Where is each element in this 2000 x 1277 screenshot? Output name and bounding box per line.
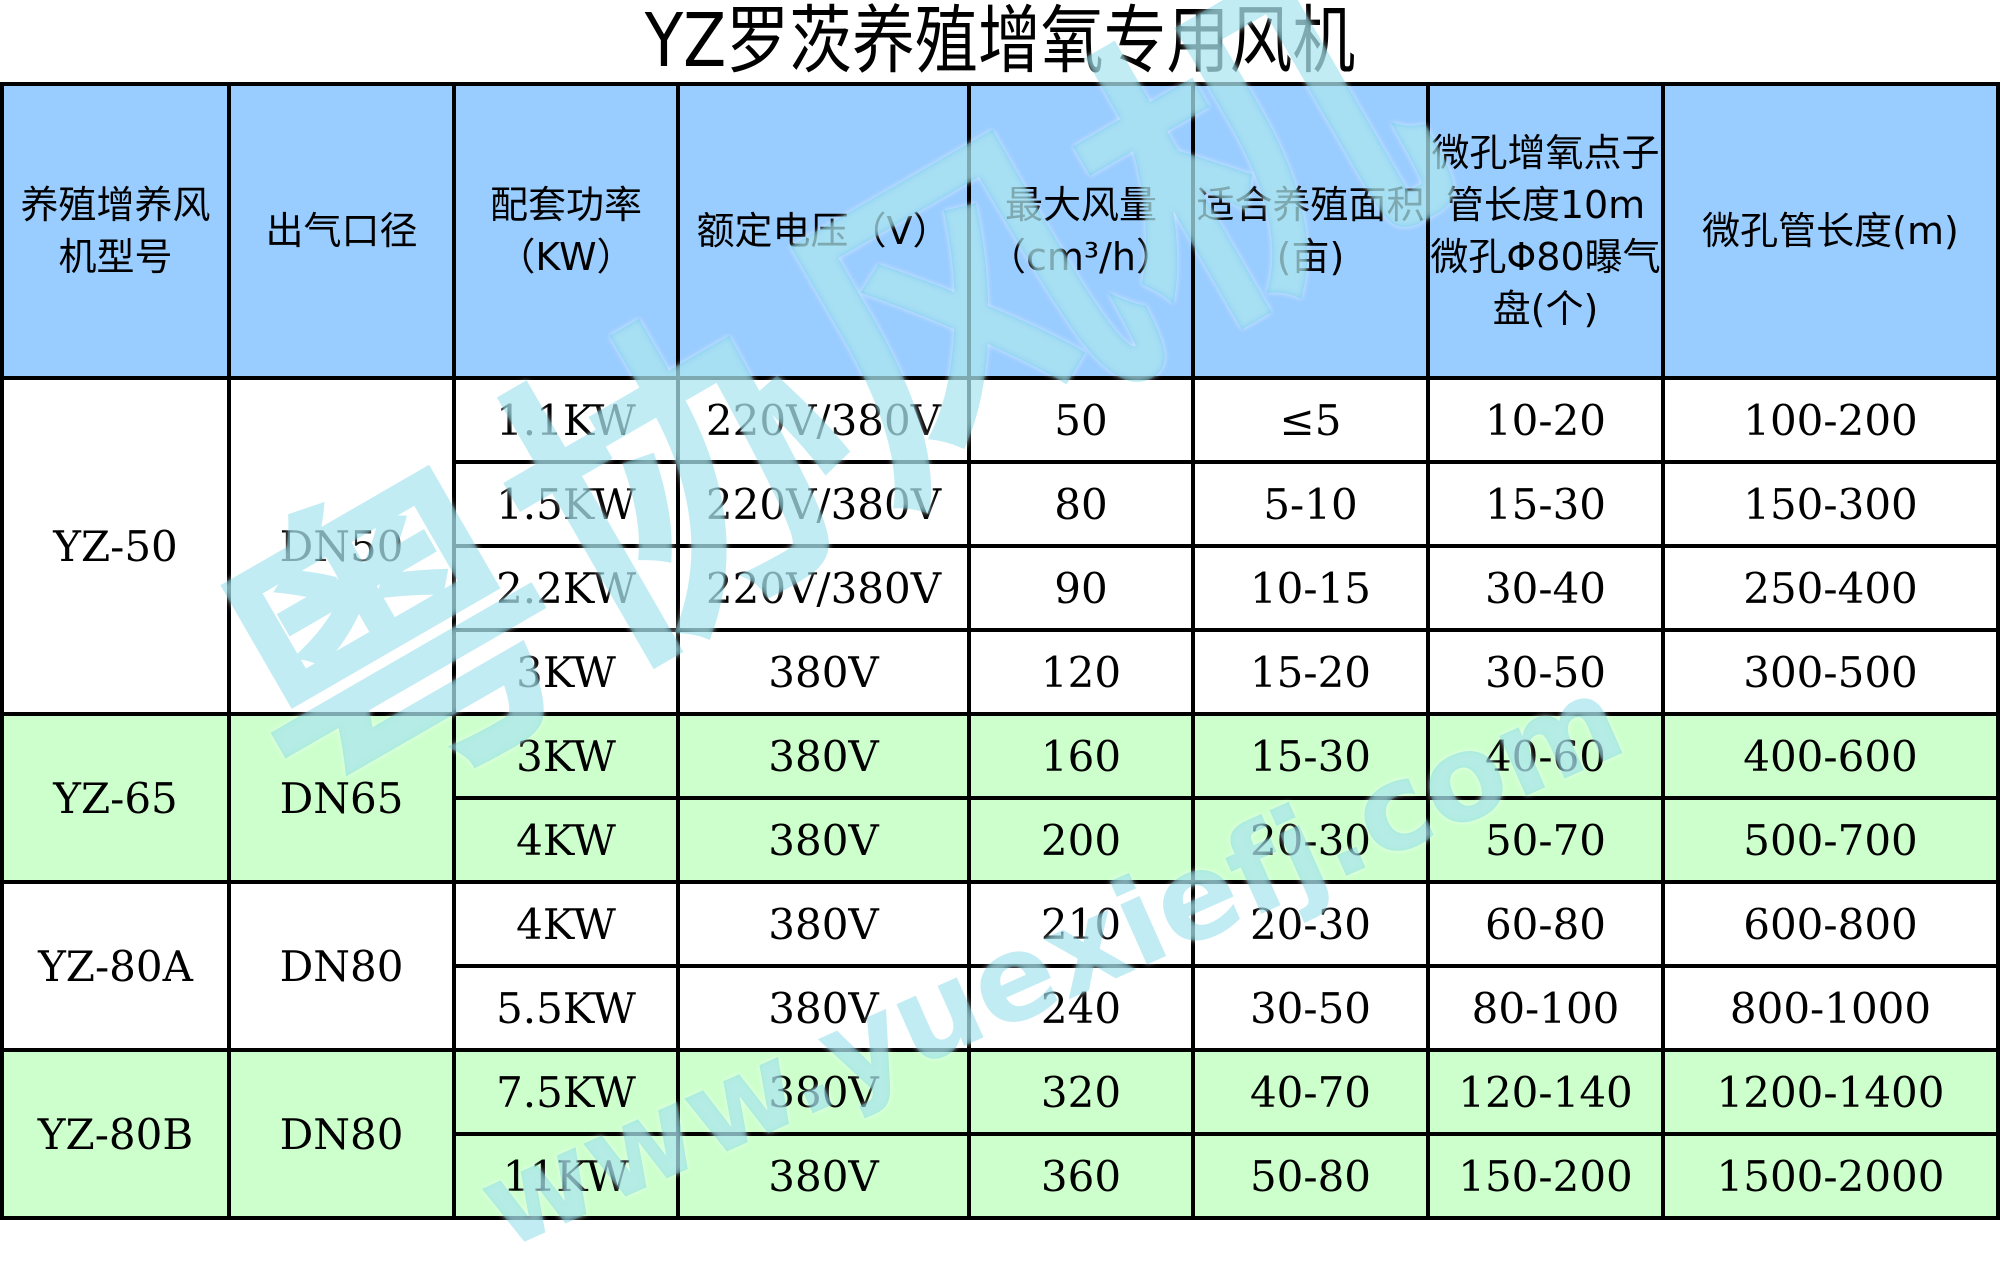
airflow-cell: 90 — [967, 544, 1195, 632]
power-cell: 3KW — [452, 712, 680, 800]
diffuser-count-cell: 30-50 — [1426, 628, 1665, 716]
column-header: 微孔增氧点子管长度10m微孔Φ80曝气盘(个) — [1426, 82, 1665, 380]
area-cell: 15-20 — [1191, 628, 1430, 716]
power-cell: 1.1KW — [452, 376, 680, 464]
table-row: 11KW 380V 360 50-80 150-200 1500-2000 — [2, 1132, 2000, 1220]
diffuser-count-cell: 150-200 — [1426, 1132, 1665, 1220]
diffuser-count-cell: 60-80 — [1426, 880, 1665, 968]
table-row: 2.2KW 220V/380V 90 10-15 30-40 250-400 — [2, 544, 2000, 632]
area-cell: 10-15 — [1191, 544, 1430, 632]
model-cell: YZ-65 — [0, 712, 231, 884]
voltage-cell: 380V — [676, 712, 971, 800]
area-cell: 20-30 — [1191, 796, 1430, 884]
table-row: 5.5KW 380V 240 30-50 80-100 800-1000 — [2, 964, 2000, 1052]
power-cell: 5.5KW — [452, 964, 680, 1052]
voltage-cell: 220V/380V — [676, 544, 971, 632]
outlet-cell: DN80 — [227, 880, 456, 1052]
diffuser-count-cell: 15-30 — [1426, 460, 1665, 548]
tube-length-cell: 600-800 — [1661, 880, 2000, 968]
airflow-cell: 210 — [967, 880, 1195, 968]
diffuser-count-cell: 50-70 — [1426, 796, 1665, 884]
voltage-cell: 220V/380V — [676, 376, 971, 464]
table-row: 4KW 380V 200 20-30 50-70 500-700 — [2, 796, 2000, 884]
tube-length-cell: 250-400 — [1661, 544, 2000, 632]
model-cell: YZ-80B — [0, 1048, 231, 1220]
tube-length-cell: 300-500 — [1661, 628, 2000, 716]
outlet-cell: DN80 — [227, 1048, 456, 1220]
area-cell: ≤5 — [1191, 376, 1430, 464]
airflow-cell: 360 — [967, 1132, 1195, 1220]
spec-table: 养殖增养风机型号 出气口径 配套功率（KW） 额定电压（V） 最大风量（cm³/h） 适合… — [0, 82, 2000, 1220]
tube-length-cell: 1200-1400 — [1661, 1048, 2000, 1136]
tube-length-cell: 400-600 — [1661, 712, 2000, 800]
area-cell: 40-70 — [1191, 1048, 1430, 1136]
airflow-cell: 320 — [967, 1048, 1195, 1136]
power-cell: 4KW — [452, 880, 680, 968]
area-cell: 15-30 — [1191, 712, 1430, 800]
table-row: 1.5KW 220V/380V 80 5-10 15-30 150-300 — [2, 460, 2000, 548]
voltage-cell: 380V — [676, 1048, 971, 1136]
power-cell: 4KW — [452, 796, 680, 884]
column-header: 额定电压（V） — [676, 82, 971, 380]
voltage-cell: 220V/380V — [676, 460, 971, 548]
airflow-cell: 80 — [967, 460, 1195, 548]
voltage-cell: 380V — [676, 628, 971, 716]
column-header: 出气口径 — [227, 82, 456, 380]
outlet-cell: DN65 — [227, 712, 456, 884]
tube-length-cell: 500-700 — [1661, 796, 2000, 884]
table-row: YZ-50 DN50 1.1KW 220V/380V 50 ≤5 10-20 100-200 — [0, 376, 2000, 716]
column-header: 微孔管长度(m) — [1661, 82, 2000, 380]
table-row: YZ-80A DN80 4KW 380V 210 20-30 60-80 600-800 — [0, 880, 2000, 1052]
column-header: 适合养殖面积(亩) — [1191, 82, 1430, 380]
airflow-cell: 200 — [967, 796, 1195, 884]
power-cell: 1.5KW — [452, 460, 680, 548]
tube-length-cell: 1500-2000 — [1661, 1132, 2000, 1220]
column-header: 养殖增养风机型号 — [0, 82, 231, 380]
voltage-cell: 380V — [676, 1132, 971, 1220]
airflow-cell: 160 — [967, 712, 1195, 800]
area-cell: 50-80 — [1191, 1132, 1430, 1220]
table-row: YZ-80B DN80 7.5KW 380V 320 40-70 120-140 1200-1… — [0, 1048, 2000, 1220]
page-title: YZ罗茨养殖增氧专用风机 — [644, 0, 1356, 84]
column-header: 最大风量（cm³/h） — [967, 82, 1195, 380]
area-cell: 30-50 — [1191, 964, 1430, 1052]
airflow-cell: 240 — [967, 964, 1195, 1052]
airflow-cell: 120 — [967, 628, 1195, 716]
power-cell: 7.5KW — [452, 1048, 680, 1136]
voltage-cell: 380V — [676, 880, 971, 968]
voltage-cell: 380V — [676, 796, 971, 884]
area-cell: 20-30 — [1191, 880, 1430, 968]
table-row: YZ-65 DN65 3KW 380V 160 15-30 40-60 400-600 — [0, 712, 2000, 884]
diffuser-count-cell: 10-20 — [1426, 376, 1665, 464]
area-cell: 5-10 — [1191, 460, 1430, 548]
power-cell: 3KW — [452, 628, 680, 716]
diffuser-count-cell: 80-100 — [1426, 964, 1665, 1052]
table-row: 3KW 380V 120 15-20 30-50 300-500 — [2, 628, 2000, 716]
power-cell: 11KW — [452, 1132, 680, 1220]
outlet-cell: DN50 — [227, 376, 456, 716]
model-cell: YZ-50 — [0, 376, 231, 716]
power-cell: 2.2KW — [452, 544, 680, 632]
tube-length-cell: 150-300 — [1661, 460, 2000, 548]
diffuser-count-cell: 30-40 — [1426, 544, 1665, 632]
voltage-cell: 380V — [676, 964, 971, 1052]
tube-length-cell: 100-200 — [1661, 376, 2000, 464]
airflow-cell: 50 — [967, 376, 1195, 464]
model-cell: YZ-80A — [0, 880, 231, 1052]
header-row: 养殖增养风机型号 出气口径 配套功率（KW） 额定电压（V） 最大风量（cm³/h） 适合… — [0, 82, 2000, 380]
diffuser-count-cell: 40-60 — [1426, 712, 1665, 800]
tube-length-cell: 800-1000 — [1661, 964, 2000, 1052]
column-header: 配套功率（KW） — [452, 82, 680, 380]
diffuser-count-cell: 120-140 — [1426, 1048, 1665, 1136]
